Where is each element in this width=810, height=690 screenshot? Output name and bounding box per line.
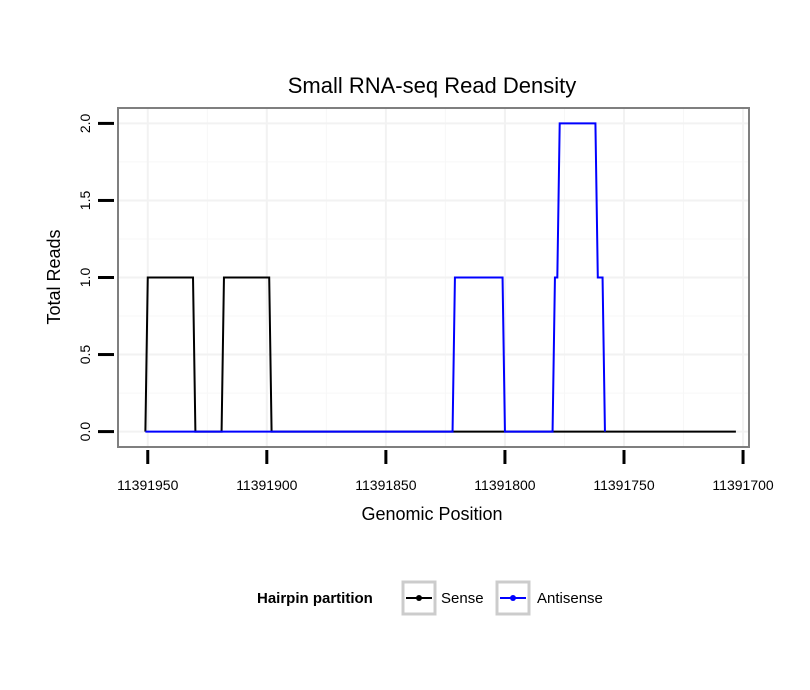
series-layer (144, 122, 736, 433)
legend-label-antisense: Antisense (537, 590, 603, 607)
y-tick-label: 1.0 (77, 268, 93, 288)
chart-title: Small RNA-seq Read Density (288, 73, 577, 98)
y-tick-label: 0.0 (77, 422, 93, 442)
legend-item-sense: Sense (401, 580, 484, 616)
y-tick-label: 2.0 (77, 113, 93, 133)
x-tick-label: 11391800 (474, 477, 535, 493)
x-tick-label: 11391750 (593, 477, 654, 493)
x-tick-label: 11391850 (355, 477, 416, 493)
x-axis: 11391950 11391900 11391850 11391800 11391750… (117, 450, 774, 493)
plot-panel-border (117, 107, 750, 448)
legend-title: Hairpin partition (257, 590, 373, 607)
x-tick-label: 11391950 (117, 477, 178, 493)
y-axis-label: Total Reads (44, 229, 64, 324)
legend-point-sense (416, 595, 422, 601)
y-tick-label: 1.5 (77, 191, 93, 211)
legend-label-sense: Sense (441, 590, 484, 607)
x-tick-label: 11391900 (236, 477, 297, 493)
legend-point-antisense (510, 595, 516, 601)
x-axis-label: Genomic Position (361, 504, 502, 524)
y-tick-label: 0.5 (77, 345, 93, 365)
legend-item-antisense: Antisense (495, 580, 603, 616)
y-axis: 0.0 0.5 1.0 1.5 2.0 (77, 113, 114, 441)
x-tick-label: 11391700 (712, 477, 773, 493)
series-line-antisense (145, 122, 606, 433)
legend: Hairpin partition Sense Antisense (257, 580, 603, 616)
